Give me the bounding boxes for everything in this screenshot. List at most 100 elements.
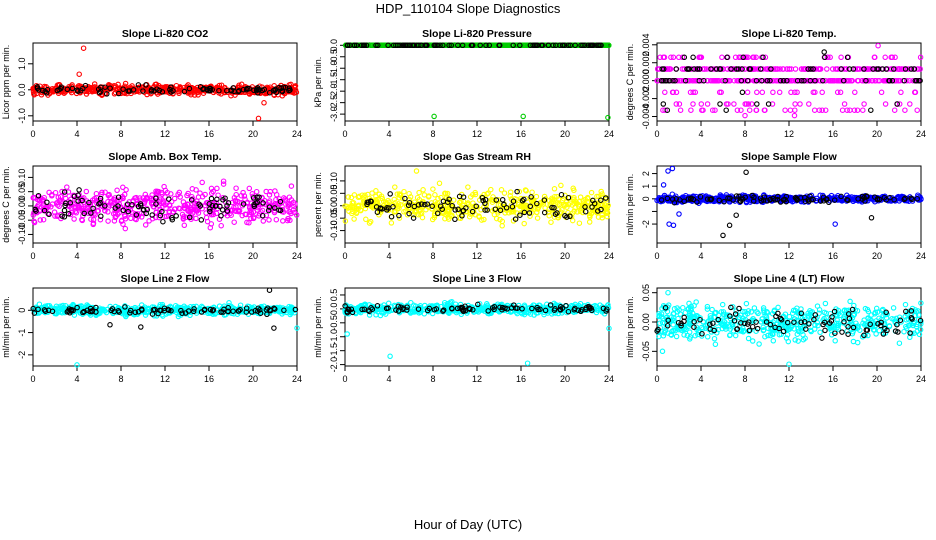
data-point-flagged (62, 202, 68, 209)
data-point-flagged (743, 169, 749, 176)
data-point (832, 221, 838, 227)
data-point (231, 219, 237, 225)
data-point (250, 215, 257, 222)
x-tick-label: 12 (160, 251, 170, 261)
data-point-flagged (418, 42, 425, 49)
data-point (732, 54, 739, 61)
data-point (827, 54, 833, 61)
data-point (168, 191, 174, 197)
data-point-flagged (759, 77, 765, 84)
panel-title: Slope Li-820 Temp. (742, 28, 837, 40)
x-tick-label: 24 (604, 251, 614, 261)
panel-title: Slope Amb. Box Temp. (108, 151, 221, 163)
data-point (759, 89, 766, 96)
y-tick-label: -1 (17, 329, 27, 337)
data-point (61, 90, 67, 96)
data-point (787, 107, 794, 113)
data-point-flagged (660, 101, 667, 107)
data-point-flagged (746, 66, 753, 72)
data-point (676, 54, 682, 61)
x-tick-label: 16 (516, 251, 526, 261)
data-point (162, 84, 168, 90)
data-point-flagged (286, 85, 292, 91)
data-point-flagged (768, 66, 774, 72)
data-point-flagged (672, 77, 678, 84)
data-point-flagged (670, 77, 676, 84)
data-point (55, 194, 62, 201)
data-point (436, 180, 443, 187)
data-point-flagged (363, 42, 370, 49)
data-point-flagged (694, 66, 701, 72)
data-point (797, 101, 803, 107)
data-point-flagged (186, 214, 193, 221)
data-point (792, 66, 799, 72)
data-point-flagged (256, 86, 262, 93)
data-point-flagged (587, 42, 594, 49)
data-point (902, 107, 908, 113)
data-point (112, 199, 118, 206)
data-point (181, 222, 188, 229)
x-tick-label: 12 (472, 129, 482, 139)
data-point-flagged (273, 89, 280, 96)
data-point (875, 77, 881, 84)
x-tick-label: 8 (430, 251, 435, 261)
data-point (122, 225, 129, 232)
x-tick-label: 24 (292, 251, 302, 261)
data-point-flagged (868, 107, 874, 113)
x-tick-label: 4 (74, 129, 79, 139)
data-point (288, 183, 295, 189)
data-point (259, 194, 265, 201)
data-point (754, 89, 760, 96)
data-point (195, 194, 202, 200)
data-point (673, 101, 680, 107)
points (30, 287, 300, 368)
y-tick-label: 1 (641, 184, 651, 189)
data-point-flagged (243, 86, 250, 93)
data-point (479, 42, 485, 49)
data-point (273, 216, 280, 223)
data-point-flagged (552, 42, 559, 49)
y-tick-label: -2.5 (329, 95, 339, 111)
data-point-flagged (261, 86, 268, 93)
data-point-flagged (135, 82, 142, 88)
data-point-flagged (735, 66, 742, 72)
data-point (292, 83, 299, 89)
data-point-flagged (682, 77, 689, 84)
data-point-flagged (469, 42, 476, 49)
data-point-flagged (838, 66, 845, 72)
data-point (670, 222, 677, 229)
data-point-flagged (908, 66, 915, 72)
data-point (714, 77, 720, 84)
data-point-flagged (43, 90, 50, 96)
data-point (419, 214, 426, 221)
data-point-flagged (259, 212, 266, 219)
figure-title: HDP_110104 Slope Diagnostics (375, 1, 561, 16)
data-point-flagged (810, 66, 816, 72)
y-axis-label: degrees C per min. (625, 44, 635, 121)
data-point (670, 54, 677, 61)
data-point (898, 89, 904, 96)
data-point-flagged (777, 77, 784, 84)
data-point (254, 207, 261, 213)
data-point-flagged (684, 66, 690, 72)
data-point-flagged (251, 87, 257, 94)
data-point-flagged (260, 200, 266, 206)
data-point-flagged (90, 205, 96, 212)
data-point-flagged (681, 54, 688, 61)
data-point (811, 107, 818, 113)
data-point-flagged (658, 77, 665, 84)
data-point (896, 101, 903, 107)
panel-4: Slope Gas Stream RH0 4 8 12 16 20 24-0.10-0.05… (313, 151, 614, 261)
data-point (146, 218, 152, 224)
data-point-flagged (883, 66, 890, 72)
data-point-flagged (120, 86, 126, 92)
data-point-flagged (850, 66, 857, 72)
data-point (122, 80, 129, 87)
data-point (665, 168, 671, 174)
y-tick-label: 0 (17, 308, 27, 313)
data-point (162, 187, 169, 194)
data-point (806, 101, 812, 107)
data-point (238, 81, 245, 88)
data-point-flagged (160, 218, 166, 225)
